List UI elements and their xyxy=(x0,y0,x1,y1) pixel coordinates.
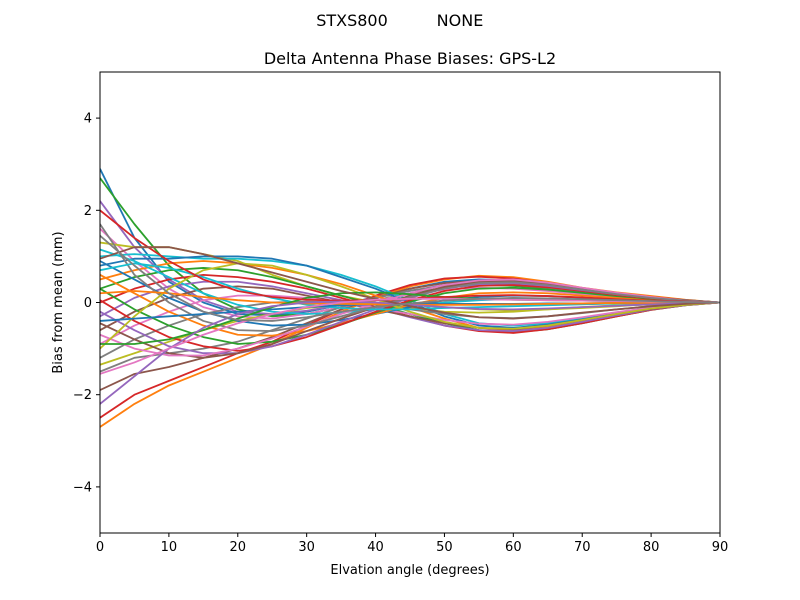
series-line-37 xyxy=(100,234,720,322)
x-tick-label: 50 xyxy=(436,540,453,555)
x-tick-label: 40 xyxy=(367,540,384,555)
y-tick-label: −2 xyxy=(73,388,92,403)
y-tick-label: −4 xyxy=(73,480,92,495)
x-tick-label: 30 xyxy=(298,540,315,555)
y-axis-label: Bias from mean (mm) xyxy=(51,231,66,373)
series-line-16 xyxy=(100,294,720,345)
series-line-22 xyxy=(100,286,720,345)
y-axis: −4 −2 0 2 4 xyxy=(73,112,100,495)
y-tick-label: 2 xyxy=(84,204,92,219)
series-line-35 xyxy=(100,246,720,320)
series-line-34 xyxy=(100,300,720,405)
series-line-28 xyxy=(100,262,720,350)
series-line-36 xyxy=(100,297,720,375)
x-axis-label: Elvation angle (degrees) xyxy=(330,563,489,578)
x-tick-label: 20 xyxy=(230,540,247,555)
suptitle-radome: NONE xyxy=(437,11,484,30)
x-tick-label: 10 xyxy=(161,540,178,555)
x-tick-label: 60 xyxy=(505,540,522,555)
y-tick-label: 0 xyxy=(84,296,92,311)
series-line-27 xyxy=(100,223,720,332)
chart-title: Delta Antenna Phase Biases: GPS-L2 xyxy=(264,49,556,68)
series-line-26 xyxy=(100,278,720,357)
y-tick-label: 4 xyxy=(84,112,92,127)
series-line-23 xyxy=(100,284,720,352)
x-tick-label: 90 xyxy=(712,540,729,555)
x-tick-label: 80 xyxy=(643,540,660,555)
x-axis: 0 10 20 30 40 50 60 70 80 90 xyxy=(96,533,728,555)
x-tick-label: 0 xyxy=(96,540,104,555)
series-layer xyxy=(100,168,720,428)
suptitle-antenna: STXS800 xyxy=(316,11,388,30)
x-tick-label: 70 xyxy=(574,540,591,555)
series-line-14 xyxy=(100,280,720,332)
